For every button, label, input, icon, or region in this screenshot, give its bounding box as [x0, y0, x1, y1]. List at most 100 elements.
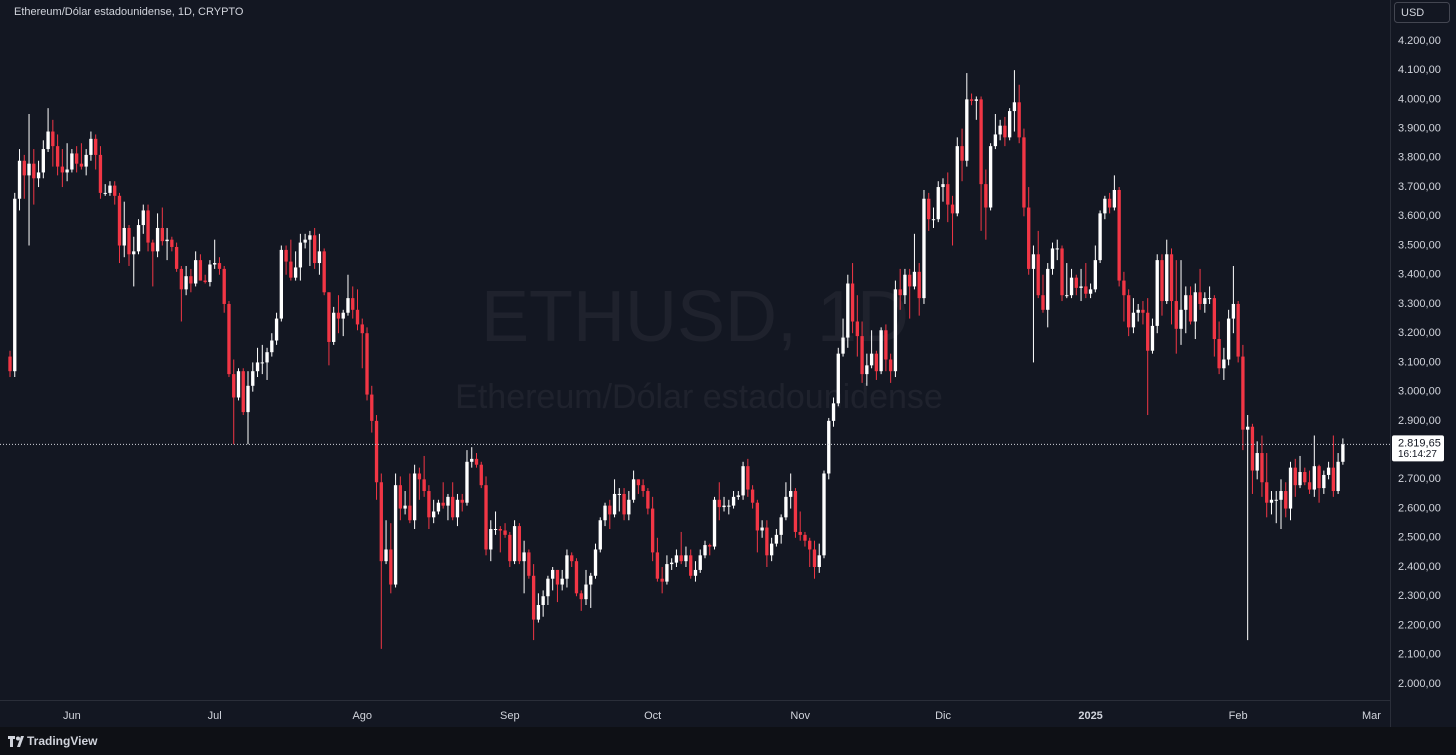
candle-body: [627, 499, 631, 515]
candle-body: [441, 502, 445, 506]
candle-body: [470, 458, 474, 462]
candle-body: [322, 251, 326, 293]
candle-body: [370, 394, 374, 421]
candle-body: [327, 292, 331, 342]
candle-body: [165, 239, 169, 242]
candle-body: [655, 552, 660, 579]
candle-body: [132, 251, 136, 255]
candle-body: [608, 505, 612, 515]
candle-body: [1174, 301, 1178, 329]
candle-body: [446, 496, 450, 506]
candle-body: [598, 520, 602, 550]
candle-body: [1303, 472, 1307, 483]
candle-body: [1055, 248, 1059, 250]
candle-body: [936, 187, 940, 220]
y-tick-label: 3.400,00: [1398, 269, 1441, 281]
candle-body: [460, 499, 464, 503]
candle-body: [850, 283, 855, 322]
candle-body: [1274, 499, 1278, 501]
candle-body: [912, 271, 917, 287]
candle-body: [236, 371, 241, 398]
candle-body: [898, 289, 902, 296]
candle-body: [803, 534, 807, 541]
candle-body: [765, 527, 769, 556]
candle-body: [17, 160, 22, 199]
candle-body: [622, 493, 626, 515]
candle-body: [170, 239, 174, 247]
candle-body: [336, 312, 341, 319]
candle-body: [946, 184, 950, 205]
candle-body: [384, 549, 388, 562]
candle-body: [217, 263, 222, 269]
candle-body: [255, 362, 260, 372]
candle-body: [674, 555, 679, 563]
chart-title: Ethereum/Dólar estadounidense, 1D, CRYPT…: [14, 6, 244, 18]
candle-body: [60, 166, 65, 173]
candle-body: [950, 204, 955, 214]
candle-body: [817, 555, 821, 568]
candle-body: [874, 353, 879, 372]
candle-body: [693, 569, 698, 576]
candle-body: [922, 198, 926, 299]
candle-body: [708, 545, 712, 547]
y-tick-label: 4.100,00: [1398, 64, 1441, 76]
candle-body: [836, 353, 840, 404]
last-price-label: 2.819,65: [1398, 437, 1441, 449]
candle-body: [1250, 426, 1255, 471]
candle-body: [136, 225, 141, 252]
candle-body: [455, 499, 460, 518]
candle-body: [98, 154, 103, 193]
candle-body: [1003, 125, 1007, 138]
candle-body: [417, 473, 422, 480]
candle-body: [284, 249, 288, 262]
candle-body: [1269, 499, 1274, 503]
brand-logo: [8, 736, 24, 747]
candle-body: [1150, 325, 1155, 351]
candle-body: [1260, 453, 1264, 483]
candle-body: [22, 160, 26, 176]
candle-body: [117, 195, 122, 246]
candle-body: [1165, 254, 1169, 302]
candle-body: [360, 324, 364, 334]
watermark-name: Ethereum/Dólar estadounidense: [455, 378, 943, 416]
candle-body: [774, 534, 779, 544]
candle-body: [1298, 472, 1302, 486]
candle-body: [260, 362, 264, 364]
candle-body: [1131, 312, 1136, 328]
candle-body: [722, 505, 726, 508]
candle-body: [736, 495, 740, 497]
footer: [0, 727, 1456, 755]
y-tick-label: 3.200,00: [1398, 327, 1441, 339]
candle-body: [988, 146, 993, 208]
candle-body: [427, 491, 431, 518]
candle-body: [498, 529, 502, 531]
candle-body: [503, 530, 507, 535]
candle-body: [646, 491, 650, 509]
candle-body: [551, 569, 555, 579]
candle-body: [203, 280, 207, 283]
currency[interactable]: USD: [1401, 7, 1424, 19]
candle-body: [341, 312, 345, 319]
currency-box[interactable]: [1394, 2, 1450, 23]
candle-body: [808, 540, 812, 550]
candle-body: [641, 485, 645, 492]
y-tick-label: 2.300,00: [1398, 590, 1441, 602]
candle-body: [1265, 482, 1269, 503]
candle-body: [1336, 461, 1340, 492]
y-tick-label: 2.900,00: [1398, 415, 1441, 427]
candle-body: [769, 543, 774, 556]
candle-body: [927, 198, 931, 220]
candle-body: [579, 593, 583, 600]
candle-body: [465, 461, 469, 503]
candle-body: [374, 420, 379, 483]
candle-body: [270, 340, 274, 353]
candle-body: [41, 149, 45, 173]
candle-body: [712, 499, 717, 547]
candle-body: [308, 235, 312, 240]
candle-body: [1141, 309, 1145, 313]
candle-body: [103, 192, 107, 194]
candle-body: [303, 239, 307, 243]
watermark-symbol: ETHUSD, 1D: [481, 277, 909, 357]
candle-body: [246, 385, 250, 413]
